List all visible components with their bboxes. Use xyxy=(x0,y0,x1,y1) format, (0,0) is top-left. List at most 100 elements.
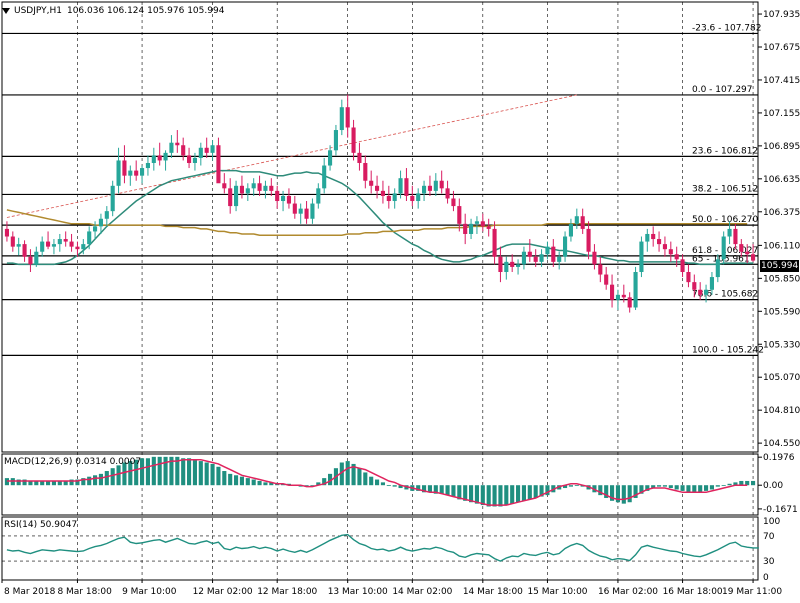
candle-body xyxy=(422,185,427,194)
macd-histogram-bar xyxy=(46,480,51,486)
macd-histogram-bar xyxy=(216,466,221,486)
time-tick-label: 14 Mar 02:00 xyxy=(392,587,452,597)
macd-histogram-bar xyxy=(480,485,485,506)
macd-histogram-bar xyxy=(134,459,139,486)
fibonacci-trend-line[interactable] xyxy=(6,94,577,218)
macd-histogram-bar xyxy=(568,485,573,487)
candle-body xyxy=(187,155,192,163)
fib-level-label: 0.0 - 107.297 xyxy=(692,85,753,95)
macd-histogram-bar xyxy=(110,468,115,486)
candle-body xyxy=(704,289,709,295)
candle-body xyxy=(234,185,239,207)
candle-body xyxy=(557,256,562,262)
price-tick-label: 107.415 xyxy=(763,76,800,86)
candle-body xyxy=(345,107,350,128)
candle-body xyxy=(263,185,268,191)
price-axis[interactable]: 107.935 107.675 107.415 107.155 106.895 106.6… xyxy=(758,10,800,449)
fib-level-label: 65 - 105.961 xyxy=(692,254,750,264)
candle-body xyxy=(498,256,503,272)
macd-histogram-bar xyxy=(40,480,45,486)
price-tick-label: 105.330 xyxy=(763,340,800,350)
macd-histogram-bar xyxy=(187,458,192,486)
candle-body xyxy=(662,244,667,250)
candle-body xyxy=(398,178,403,194)
macd-histogram-bar xyxy=(63,480,68,486)
candle-body xyxy=(275,190,280,202)
fib-level-label: 78.6 - 105.682 xyxy=(692,290,758,300)
macd-histogram-bar xyxy=(492,485,497,507)
candle-body xyxy=(93,226,98,232)
macd-histogram-bar xyxy=(345,461,350,486)
candle-body xyxy=(239,185,244,194)
price-tick-label: 105.070 xyxy=(763,373,800,383)
candle-body xyxy=(586,228,591,252)
candle-body xyxy=(568,223,573,237)
price-tick-label: 105.590 xyxy=(763,307,800,317)
macd-histogram-bar xyxy=(633,485,638,498)
candle-body xyxy=(651,233,656,240)
candle-body xyxy=(339,107,344,131)
macd-histogram-bar xyxy=(510,485,515,504)
fib-level-label: 23.6 - 106.812 xyxy=(692,146,758,156)
candle-body xyxy=(145,162,150,169)
macd-histogram-bar xyxy=(310,485,315,487)
rsi-line xyxy=(6,533,759,562)
candle-body xyxy=(551,246,556,262)
macd-histogram-bar xyxy=(257,480,262,486)
macd-histogram-bar xyxy=(239,476,244,486)
time-axis[interactable]: 8 Mar 2018 8 Mar 18:00 9 Mar 10:00 12 Mar 0… xyxy=(1,580,782,597)
macd-histogram-bar xyxy=(234,475,239,486)
macd-histogram-bar xyxy=(228,473,233,486)
candle-body xyxy=(204,147,209,153)
macd-histogram-bar xyxy=(163,456,168,486)
candle-body xyxy=(251,183,256,189)
macd-histogram-bar xyxy=(445,485,450,496)
time-tick-label: 19 Mar 11:00 xyxy=(722,587,782,597)
macd-histogram-bar xyxy=(75,479,80,486)
macd-tick-label: -0.1671 xyxy=(763,505,798,515)
rsi-tick-label: 30 xyxy=(763,557,775,567)
ohlc-values: 106.036 106.124 105.976 105.994 xyxy=(66,6,225,16)
price-tick-label: 106.895 xyxy=(763,142,800,152)
macd-histogram-bar xyxy=(263,482,268,486)
candle-body xyxy=(645,233,650,242)
candle-body xyxy=(163,152,168,161)
rsi-panel: 100 70 30 0 xyxy=(2,517,780,583)
macd-histogram-bar xyxy=(357,468,362,486)
macd-label: MACD(12,26,9) 0.0314 0.0007 xyxy=(4,457,142,467)
time-tick-label: 14 Mar 18:00 xyxy=(463,587,523,597)
candle-body xyxy=(322,165,327,189)
price-tick-label: 106.375 xyxy=(763,208,800,218)
moving-average-slow-line xyxy=(6,209,748,236)
candle-body xyxy=(698,289,703,295)
dropdown-triangle-icon[interactable] xyxy=(2,8,10,14)
candle-body xyxy=(521,251,526,265)
candle-body xyxy=(392,193,397,202)
macd-histogram-bar xyxy=(140,458,145,486)
candle-body xyxy=(474,221,479,224)
candle-body xyxy=(69,241,74,247)
macd-histogram-bar xyxy=(704,485,709,491)
price-tick-label: 104.550 xyxy=(763,439,800,449)
macd-histogram-bar xyxy=(222,471,227,486)
rsi-panel-frame xyxy=(1,516,759,581)
macd-histogram-bar xyxy=(457,485,462,500)
macd-histogram-bar xyxy=(28,480,33,486)
macd-histogram-bar xyxy=(698,485,703,493)
rsi-label: RSI(14) 50.9047 xyxy=(4,520,78,530)
candle-body xyxy=(304,208,309,219)
candle-body xyxy=(192,157,197,163)
candle-body xyxy=(75,246,80,250)
candle-body xyxy=(369,180,374,186)
candle-body xyxy=(122,160,127,176)
macd-histogram-bar xyxy=(181,458,186,486)
macd-histogram-bar xyxy=(87,476,92,486)
candle-body xyxy=(281,195,286,202)
macd-histogram-bar xyxy=(474,485,479,504)
macd-histogram-bar xyxy=(463,485,468,501)
macd-histogram-bar xyxy=(739,480,744,486)
macd-histogram-bar xyxy=(662,485,667,487)
candle-body xyxy=(745,251,750,255)
